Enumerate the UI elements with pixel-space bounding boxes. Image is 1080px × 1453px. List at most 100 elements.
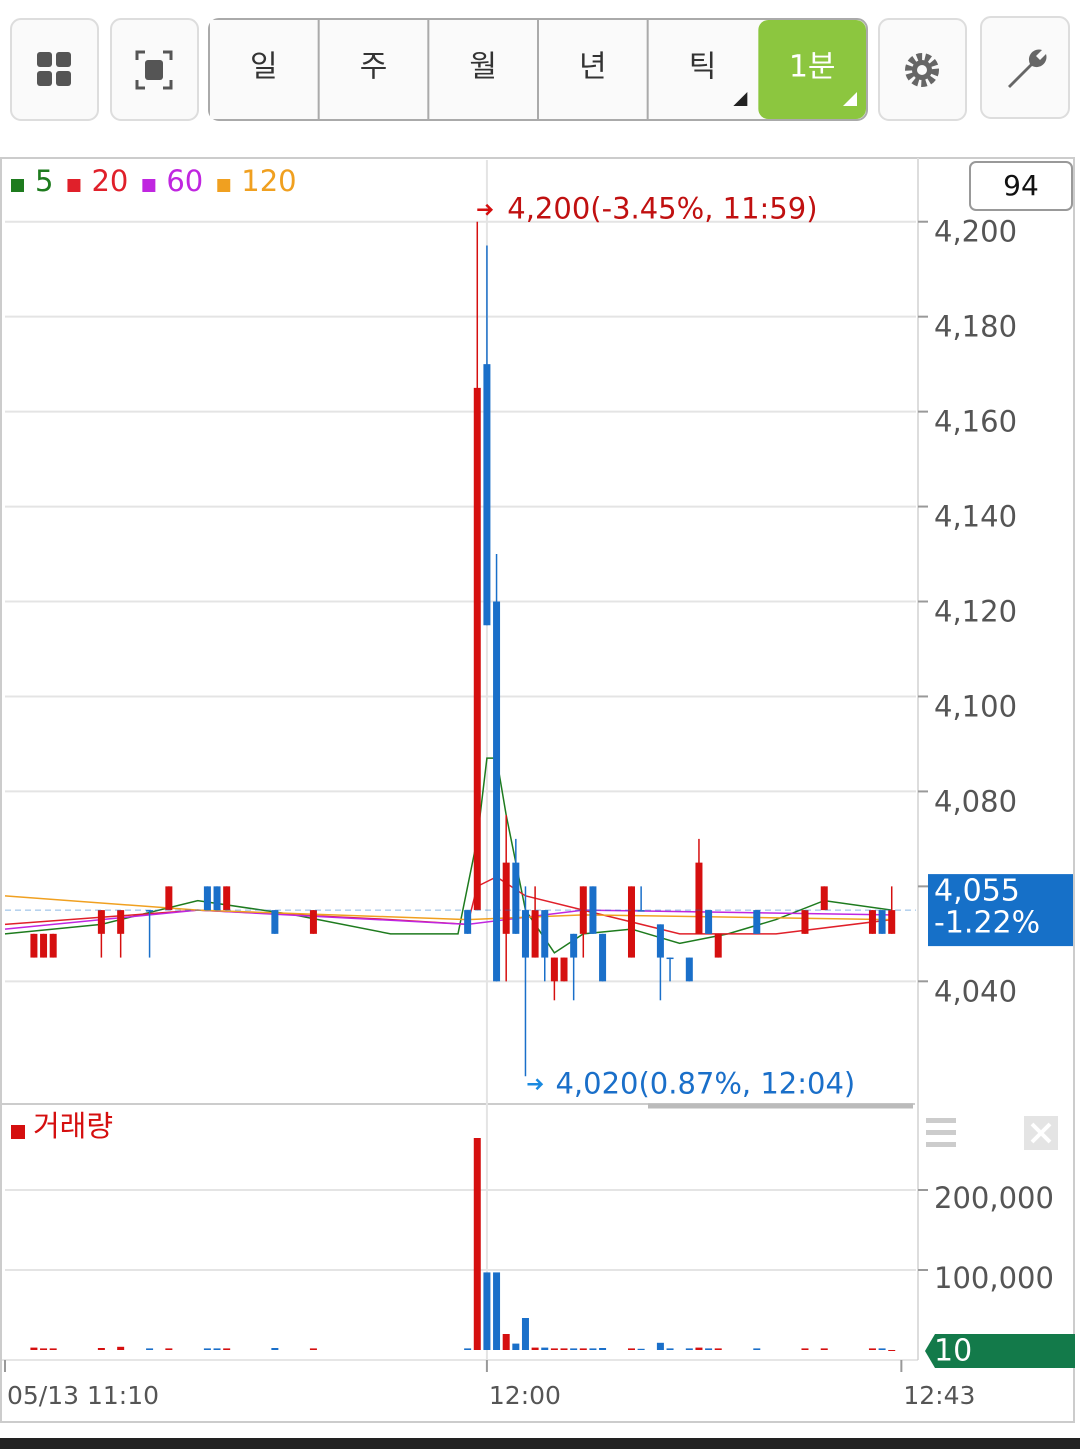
candle-body xyxy=(637,910,645,912)
candle-body xyxy=(97,910,105,934)
volume-bar xyxy=(714,1348,722,1350)
volume-bar xyxy=(656,1342,664,1350)
legend-swatch xyxy=(67,179,81,192)
candle-body xyxy=(550,957,558,982)
period-button[interactable] xyxy=(539,20,647,119)
candle-body xyxy=(868,910,876,934)
y-tick-label: 4,200 xyxy=(934,215,1017,249)
candle-body xyxy=(271,910,279,934)
chart-frame xyxy=(0,157,1075,1423)
high-arrow xyxy=(477,203,494,216)
candle-body xyxy=(705,910,713,934)
volume-bar xyxy=(888,1349,896,1351)
candle-body xyxy=(483,364,491,626)
y-tick-label: 4,120 xyxy=(934,595,1017,629)
volume-bar xyxy=(541,1347,549,1350)
candle-body xyxy=(49,933,57,958)
volume-bar xyxy=(117,1346,125,1350)
y-tick-label: 4,100 xyxy=(934,689,1017,723)
volume-bar xyxy=(502,1334,510,1350)
volume-bar xyxy=(493,1272,501,1350)
y-tick-label: 4,140 xyxy=(934,500,1017,534)
candle-body xyxy=(656,924,664,958)
candle-body xyxy=(589,886,597,934)
candle-body xyxy=(521,910,529,958)
last-volume-box xyxy=(925,1334,1075,1368)
volume-bar xyxy=(49,1348,57,1350)
volume-bar xyxy=(473,1138,481,1350)
period-label: 일 xyxy=(250,50,278,85)
candle-body xyxy=(309,910,317,934)
volume-bar xyxy=(213,1348,221,1350)
candle-body xyxy=(801,910,809,934)
volume-bar xyxy=(599,1348,607,1350)
candle-body xyxy=(627,886,635,958)
volume-bar xyxy=(820,1348,828,1350)
candle-body xyxy=(464,910,472,934)
y-tick-label: 4,160 xyxy=(934,405,1017,439)
volume-bar xyxy=(801,1348,809,1350)
volume-bar xyxy=(868,1348,876,1350)
panel-menu-icon[interactable] xyxy=(926,1118,956,1147)
legend-label: 20 xyxy=(91,164,128,198)
tools-button[interactable] xyxy=(980,16,1070,119)
volume-bar xyxy=(550,1348,558,1350)
volume-legend-label: 거래량 xyxy=(33,1109,113,1143)
volume-bar xyxy=(521,1318,529,1350)
volume-bar xyxy=(685,1348,693,1350)
candle-body xyxy=(531,910,539,958)
last-price-box xyxy=(928,874,1073,947)
high-label: 4,200(-3.45%, 11:59) xyxy=(507,192,817,226)
candle-body xyxy=(570,933,578,958)
legend-swatch xyxy=(11,179,24,192)
volume-bar xyxy=(146,1348,154,1350)
y-tick-label: 4,080 xyxy=(934,784,1017,818)
capture-icon xyxy=(135,50,173,90)
period-label: 년 xyxy=(579,50,607,85)
x-tick-label: 12:43 xyxy=(903,1381,975,1410)
volume-bar xyxy=(570,1348,578,1350)
period-button[interactable] xyxy=(210,20,318,119)
legend-swatch xyxy=(217,179,231,192)
candle-body xyxy=(820,886,828,911)
y-tick-label: 200,000 xyxy=(934,1181,1054,1215)
volume-bar xyxy=(464,1348,472,1350)
candle-body xyxy=(203,886,211,911)
period-buttons: 일 주 월 년 틱 1분 xyxy=(210,20,866,119)
candle-body xyxy=(30,933,38,958)
volume-bar xyxy=(271,1348,279,1350)
x-tick-label: 05/13 11:10 xyxy=(7,1381,159,1410)
candle-body xyxy=(223,886,231,911)
candle-body xyxy=(685,957,693,982)
low-label: 4,020(0.87%, 12:04) xyxy=(555,1066,855,1100)
candle-body xyxy=(560,957,568,982)
y-tick-label: 4,040 xyxy=(934,974,1017,1008)
legend-label: 120 xyxy=(241,164,296,198)
candle-body xyxy=(493,601,501,982)
volume-bar xyxy=(637,1348,645,1350)
candle-body xyxy=(714,933,722,958)
volume-bar xyxy=(512,1343,520,1350)
candle-body xyxy=(146,910,154,912)
bottom-bar xyxy=(0,1438,1080,1449)
legend-label: 5 xyxy=(35,164,53,198)
volume-bar xyxy=(589,1348,597,1350)
period-button[interactable] xyxy=(319,20,428,119)
volume-bar xyxy=(165,1348,173,1350)
period-button[interactable] xyxy=(429,20,537,119)
candle-body xyxy=(753,910,761,934)
layout-icon xyxy=(37,52,71,86)
candle-body xyxy=(502,862,510,934)
y-tick-label: 100,000 xyxy=(934,1261,1054,1295)
volume-bar xyxy=(579,1348,587,1350)
candle-body xyxy=(473,387,481,911)
count-box[interactable] xyxy=(969,161,1073,211)
dropdown-corner xyxy=(843,92,857,106)
period-button[interactable] xyxy=(758,20,866,119)
candle-body xyxy=(117,910,125,934)
candle-body xyxy=(165,886,173,911)
tools-icon xyxy=(1008,49,1047,88)
layout-button[interactable] xyxy=(10,18,99,121)
volume-bar xyxy=(878,1348,886,1350)
